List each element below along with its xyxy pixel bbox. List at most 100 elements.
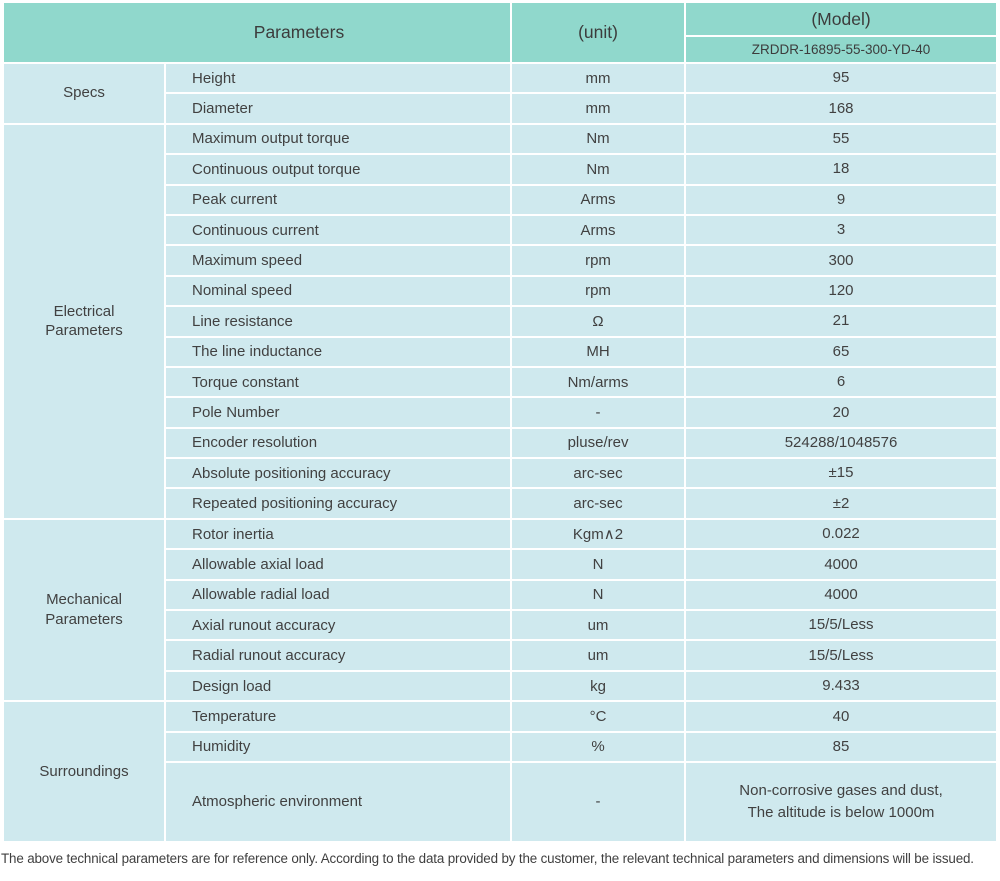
- param-value-cell: 15/5/Less: [686, 611, 997, 640]
- param-unit-cell: rpm: [512, 276, 685, 306]
- param-value-cell: 95: [686, 64, 997, 93]
- table-row: The line inductance MH 65: [4, 337, 997, 366]
- param-value-cell: 40: [686, 702, 997, 731]
- param-unit-cell: Kgm∧2: [512, 519, 685, 549]
- param-unit-cell: um: [512, 641, 685, 670]
- param-name-cell: Radial runout accuracy: [166, 641, 511, 670]
- param-unit-cell: rpm: [512, 246, 685, 275]
- table-row: Torque constant Nm/arms 6: [4, 367, 997, 397]
- table-row: Repeated positioning accuracy arc-sec ±2: [4, 489, 997, 518]
- param-name-cell: Maximum output torque: [166, 124, 511, 154]
- section-label-specs: Specs: [4, 64, 164, 123]
- param-value-cell: 168: [686, 94, 997, 123]
- model-header: (Model): [686, 3, 997, 35]
- param-unit-cell: N: [512, 550, 685, 579]
- header-row-main: Parameters (unit) (Model): [4, 3, 997, 62]
- param-unit-cell: Arms: [512, 185, 685, 214]
- param-value-cell: 9: [686, 185, 997, 214]
- param-unit-cell: Arms: [512, 215, 685, 245]
- param-name-cell: Maximum speed: [166, 246, 511, 275]
- param-name-cell: Nominal speed: [166, 276, 511, 306]
- section-label-surroundings: Surroundings: [4, 702, 164, 841]
- param-value-cell: 9.433: [686, 671, 997, 701]
- table-row: Axial runout accuracy um 15/5/Less: [4, 611, 997, 640]
- param-name-cell: Axial runout accuracy: [166, 611, 511, 640]
- table-row: Humidity % 85: [4, 732, 997, 761]
- param-name-cell: Design load: [166, 671, 511, 701]
- param-value-cell: 120: [686, 276, 997, 306]
- param-unit-cell: arc-sec: [512, 459, 685, 488]
- table-row: Continuous output torque Nm 18: [4, 155, 997, 184]
- param-unit-cell: kg: [512, 671, 685, 701]
- param-value-cell: Non-corrosive gases and dust, The altitu…: [686, 762, 997, 841]
- param-unit-cell: -: [512, 762, 685, 841]
- param-name-cell: Humidity: [166, 732, 511, 761]
- table-row: Peak current Arms 9: [4, 185, 997, 214]
- table-row: Surroundings Temperature °C 40: [4, 702, 997, 841]
- param-name-cell: Diameter: [166, 94, 511, 123]
- param-value-cell: 18: [686, 155, 997, 184]
- param-name-cell: Temperature: [166, 702, 511, 731]
- param-value-cell: 4000: [686, 580, 997, 610]
- param-name-cell: Peak current: [166, 185, 511, 214]
- param-unit-cell: N: [512, 580, 685, 610]
- table-row: Specs Height mm 95: [4, 64, 997, 123]
- table-header: Parameters (unit) (Model) ZRDDR-16895-55…: [4, 3, 997, 62]
- param-value-cell: 524288/1048576: [686, 428, 997, 458]
- param-name-cell: Continuous current: [166, 215, 511, 245]
- table-row: Nominal speed rpm 120: [4, 276, 997, 306]
- section-label-electrical: Electrical Parameters: [4, 124, 164, 518]
- table-row: Allowable radial load N 4000: [4, 580, 997, 610]
- param-name-cell: Encoder resolution: [166, 428, 511, 458]
- param-value-cell: 4000: [686, 550, 997, 579]
- param-value-cell: 300: [686, 246, 997, 275]
- table-row: Mechanical Parameters Rotor inertia Kgm∧…: [4, 519, 997, 701]
- table-row: Allowable axial load N 4000: [4, 550, 997, 579]
- param-unit-cell: Nm: [512, 124, 685, 154]
- parameters-header: Parameters: [4, 3, 511, 62]
- param-unit-cell: %: [512, 732, 685, 761]
- param-name-cell: Torque constant: [166, 367, 511, 397]
- param-unit-cell: um: [512, 611, 685, 640]
- param-name-cell: Repeated positioning accuracy: [166, 489, 511, 518]
- param-unit-cell: °C: [512, 702, 685, 731]
- param-name-cell: Absolute positioning accuracy: [166, 459, 511, 488]
- param-name-cell: The line inductance: [166, 337, 511, 366]
- param-unit-cell: Ω: [512, 307, 685, 336]
- table-row: Radial runout accuracy um 15/5/Less: [4, 641, 997, 670]
- table-row: Design load kg 9.433: [4, 671, 997, 701]
- table-row: Line resistance Ω 21: [4, 307, 997, 336]
- param-value-cell: 55: [686, 124, 997, 154]
- param-value-cell: ±15: [686, 459, 997, 488]
- table-row: Maximum speed rpm 300: [4, 246, 997, 275]
- section-label-mechanical: Mechanical Parameters: [4, 519, 164, 701]
- param-unit-cell: pluse/rev: [512, 428, 685, 458]
- header-row-model: ZRDDR-16895-55-300-YD-40: [4, 37, 997, 62]
- param-value-cell: 6: [686, 367, 997, 397]
- param-name-cell: Height: [166, 64, 511, 93]
- table-row: Encoder resolution pluse/rev 524288/1048…: [4, 428, 997, 458]
- table-row: Pole Number - 20: [4, 398, 997, 427]
- param-unit-cell: -: [512, 398, 685, 427]
- param-value-cell: 15/5/Less: [686, 641, 997, 670]
- param-value-cell: 20: [686, 398, 997, 427]
- table-row: Continuous current Arms 3: [4, 215, 997, 245]
- param-value-cell: 85: [686, 732, 997, 761]
- param-name-cell: Rotor inertia: [166, 519, 511, 549]
- param-unit-cell: MH: [512, 337, 685, 366]
- param-value-cell: 3: [686, 215, 997, 245]
- footer-note: The above technical parameters are for r…: [1, 850, 974, 866]
- param-name-cell: Allowable radial load: [166, 580, 511, 610]
- table-row: Atmospheric environment - Non-corrosive …: [4, 762, 997, 841]
- param-unit-cell: arc-sec: [512, 489, 685, 518]
- spec-table: Parameters (unit) (Model) ZRDDR-16895-55…: [2, 1, 998, 843]
- param-unit-cell: Nm: [512, 155, 685, 184]
- model-number: ZRDDR-16895-55-300-YD-40: [686, 37, 997, 62]
- param-unit-cell: mm: [512, 94, 685, 123]
- param-name-cell: Pole Number: [166, 398, 511, 427]
- param-unit-cell: Nm/arms: [512, 367, 685, 397]
- param-value-cell: 0.022: [686, 519, 997, 549]
- param-value-cell: 65: [686, 337, 997, 366]
- unit-header: (unit): [512, 3, 685, 62]
- param-value-cell: 21: [686, 307, 997, 336]
